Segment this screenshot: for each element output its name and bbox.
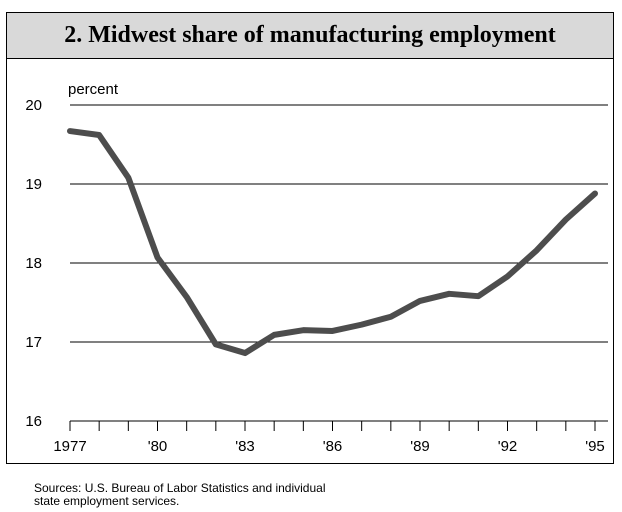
y-tick-label: 18 bbox=[25, 255, 42, 272]
x-tick-label: 1977 bbox=[53, 438, 86, 455]
y-tick-label: 20 bbox=[25, 97, 42, 114]
chart-title-bar: 2. Midwest share of manufacturing employ… bbox=[7, 13, 613, 59]
x-tick-label: '80 bbox=[148, 438, 168, 455]
y-tick-label: 16 bbox=[25, 413, 42, 430]
sources-line-1: Sources: U.S. Bureau of Labor Statistics… bbox=[34, 481, 326, 495]
series-line bbox=[67, 128, 598, 357]
sources-line-2: state employment services. bbox=[34, 494, 180, 508]
x-tick-label: '95 bbox=[585, 438, 605, 455]
x-tick-label: '89 bbox=[410, 438, 430, 455]
x-tick-label: '86 bbox=[323, 438, 343, 455]
chart-title: 2. Midwest share of manufacturing employ… bbox=[64, 22, 556, 48]
x-tick-label: '92 bbox=[498, 438, 518, 455]
y-tick-label: 19 bbox=[25, 176, 42, 193]
chart-plot: 16 17 18 19 20 percent 1977 '80 '83 '86 '89 '92 '95 bbox=[25, 81, 608, 455]
x-tick-label: '83 bbox=[235, 438, 255, 455]
y-tick-label: 17 bbox=[25, 334, 42, 351]
chart-sources: Sources: U.S. Bureau of Labor Statistics… bbox=[34, 482, 454, 508]
chart-frame: 2. Midwest share of manufacturing employ… bbox=[6, 12, 614, 464]
y-axis-label: percent bbox=[68, 81, 119, 98]
